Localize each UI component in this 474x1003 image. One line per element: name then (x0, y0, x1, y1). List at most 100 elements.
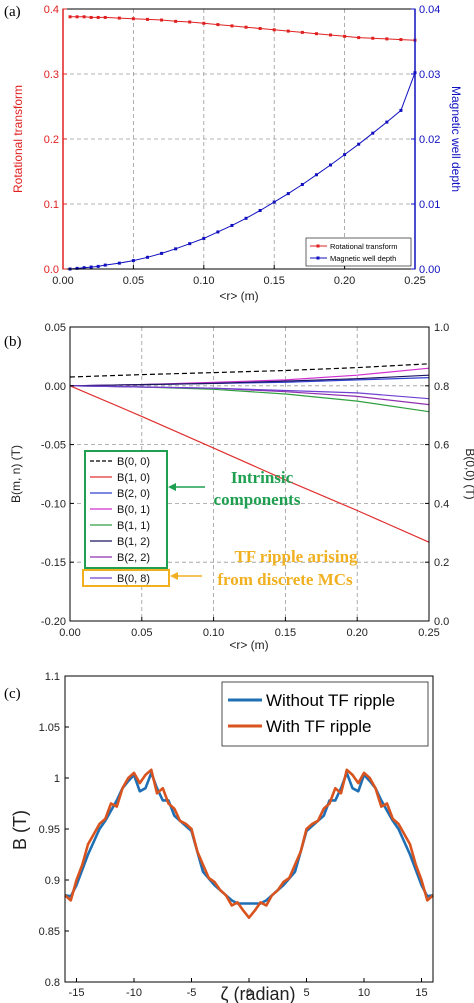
y-tick-left-label: -0.15 (41, 557, 66, 569)
series-magnetic-well-depth-point (145, 255, 149, 259)
intrinsic-arrow-head (168, 483, 176, 491)
legend-b-0-1-label: B(0, 1) (117, 504, 150, 516)
series-rotational-transform-line (70, 16, 416, 41)
series-rotational-transform-point (145, 17, 149, 21)
panel-c-legend: Without TF ripple With TF ripple (221, 681, 429, 747)
panel-b-annotation-ripple: TF ripple arising from discrete MCs (170, 547, 358, 589)
panel-b-ylabel-left: B(m, n) (T) (9, 445, 23, 503)
y-tick-left-label: -0.10 (41, 498, 66, 510)
panel-b-ylabel-right: B(0,0) (T) (463, 448, 474, 499)
series-magnetic-well-depth-point (314, 173, 318, 177)
panel-b-legend-items: B(0, 0) B(1, 0) B(2, 0) B(0, 1) B(1, 1) B(1, … (90, 456, 150, 585)
series-magnetic-well-depth-point (103, 263, 107, 267)
x-tick-label: 10 (358, 987, 370, 999)
panel-b-axes: 0.00 0.05 0.10 0.15 0.20 0.25 0.05 0.00 -0.05 -0.… (41, 322, 449, 639)
x-tick-label: 0.05 (131, 627, 152, 639)
series-b-1-0-line (69, 385, 430, 543)
legend-with-ripple-label: With TF ripple (266, 717, 372, 736)
series-rotational-transform-point (258, 27, 262, 30)
series-rotational-transform-point (103, 15, 107, 19)
y-tick-left-label: 0.2 (44, 134, 59, 146)
panel-b-series (69, 363, 430, 543)
y-tick-right-label: 0.02 (419, 134, 440, 146)
y-tick-left-label: 0.4 (44, 4, 59, 16)
legend-rotational-transform-marker (316, 244, 320, 248)
series-magnetic-well-depth-point (202, 236, 206, 240)
panel-a-xlabel: <r> (m) (219, 289, 258, 303)
y-tick-right-label: 0.01 (419, 199, 440, 211)
y-tick-label: 0.95 (39, 824, 60, 836)
series-rotational-transform-point (371, 36, 375, 40)
series-rotational-transform-point (244, 25, 248, 29)
series-rotational-transform-point (160, 18, 164, 22)
series-rotational-transform-point (272, 28, 276, 32)
series-magnetic-well-depth-point (96, 264, 100, 268)
series-rotational-transform-point (329, 33, 333, 37)
panel-b-legend-ripple-box (82, 569, 170, 587)
y-tick-left-label: 0.05 (45, 322, 66, 334)
series-magnetic-well-depth-point (160, 251, 164, 255)
series-magnetic-well-depth-point (89, 265, 93, 269)
x-tick-label: 0.15 (275, 627, 296, 639)
series-magnetic-well-depth-point (82, 266, 86, 270)
legend-b-0-0-label: B(0, 0) (117, 456, 150, 468)
y-tick-right-label: 0.03 (419, 69, 440, 81)
legend-b-2-2-label: B(2, 2) (117, 552, 150, 564)
panel-c-legend-box (221, 681, 429, 747)
series-rotational-transform-point (300, 30, 304, 34)
intrinsic-label-line1: Intrinsic (231, 468, 294, 487)
panel-c-axes: -15 -10 -5 0 5 10 15 0.8 0.85 0.9 0.95 1 1.05 1.1 (39, 671, 428, 999)
series-rotational-transform-point (343, 34, 347, 38)
legend-b-1-1-label: B(1, 1) (117, 520, 150, 532)
y-tick-label: 0.85 (39, 926, 60, 938)
series-rotational-transform-point (89, 15, 93, 19)
series-magnetic-well-depth-point (244, 216, 248, 220)
series-magnetic-well-depth-point (357, 142, 361, 146)
series-magnetic-well-depth-point (117, 261, 121, 265)
panel-b-xlabel: <r> (m) (229, 638, 268, 652)
series-rotational-transform-point (188, 20, 192, 24)
legend-b-1-2-label: B(1, 2) (117, 536, 150, 548)
series-magnetic-well-depth-line (69, 72, 416, 270)
y-tick-label: 1.05 (39, 722, 60, 734)
y-tick-right-label: 0.00 (419, 264, 440, 276)
x-tick-label: 0.00 (59, 627, 80, 639)
x-tick-label: 0.20 (346, 627, 367, 639)
y-tick-right-label: 0.6 (434, 440, 449, 452)
series-magnetic-well-depth-point (329, 163, 333, 167)
series-b-2-2-line (69, 385, 430, 406)
series-magnetic-well-depth-point (371, 131, 375, 135)
y-tick-label: 1 (54, 773, 60, 785)
series-rotational-transform-point (117, 16, 121, 20)
panel-a-ylabel-right: Magnetic well depth (449, 86, 463, 192)
x-tick-label: 0 (246, 987, 252, 999)
y-tick-label: 0.9 (45, 875, 60, 887)
x-tick-label: 0.15 (263, 275, 284, 287)
panel-c: (c) -15 -10 -5 0 5 10 15 0.8 0.85 0.9 0.95 1 1.05 1.1… (4, 671, 434, 1003)
y-tick-right-label: 0.04 (419, 4, 440, 16)
legend-b-2-0-label: B(2, 0) (117, 488, 150, 500)
x-tick-label: 15 (415, 987, 427, 999)
legend-b-1-0-label: B(1, 0) (117, 472, 150, 484)
ripple-label-line2: from discrete MCs (217, 570, 353, 589)
panel-b-legend: B(0, 0) B(1, 0) B(2, 0) B(0, 1) B(1, 1) B(1, … (82, 450, 170, 587)
series-b-0-0-line (69, 363, 430, 378)
series-magnetic-well-depth-point (286, 192, 290, 196)
x-tick-label: 0.25 (404, 275, 425, 287)
x-tick-label: -15 (69, 987, 85, 999)
panel-c-series (64, 768, 434, 919)
panel-c-ylabel: B (T) (10, 810, 30, 850)
panel-b: (b) 0.00 0.05 0.10 0.15 0.20 0.25 0.05 0.00 -0.0… (4, 322, 474, 652)
x-tick-label: 0.00 (52, 275, 73, 287)
y-tick-right-label: 1.0 (434, 322, 449, 334)
y-tick-left-label: 0.00 (45, 381, 66, 393)
y-tick-left-label: 0.0 (44, 264, 59, 276)
panel-c-letter: (c) (4, 686, 21, 702)
series-rotational-transform-point (96, 15, 100, 19)
series-rotational-transform-point (75, 15, 79, 19)
series-rotational-transform-point (68, 15, 72, 19)
panel-b-letter: (b) (4, 334, 22, 350)
x-tick-label: 0.25 (418, 627, 439, 639)
intrinsic-label-line2: components (214, 490, 301, 509)
